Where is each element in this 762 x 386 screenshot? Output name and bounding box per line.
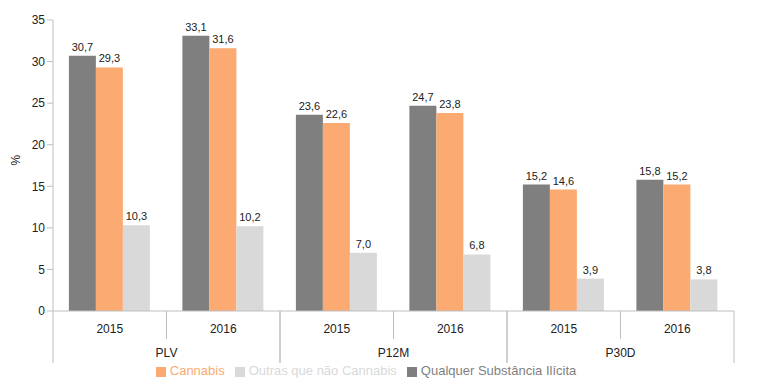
svg-text:%: % (9, 155, 23, 166)
svg-text:15,2: 15,2 (666, 170, 687, 182)
svg-text:2015: 2015 (96, 322, 123, 336)
svg-text:22,6: 22,6 (326, 108, 347, 120)
html-text:Cannabis: Cannabis (169, 363, 225, 378)
html-text:Outras que não Cannabis: Outras que não Cannabis (248, 363, 397, 378)
svg-text:P30D: P30D (605, 346, 635, 360)
svg-text:3,8: 3,8 (696, 264, 711, 276)
svg-text:15,2: 15,2 (526, 170, 547, 182)
svg-text:33,1: 33,1 (185, 21, 206, 33)
svg-text:31,6: 31,6 (212, 33, 233, 45)
svg-text:30,7: 30,7 (72, 41, 93, 53)
svg-text:10,2: 10,2 (239, 211, 260, 223)
svg-text:2015: 2015 (550, 322, 577, 336)
svg-text:2015: 2015 (323, 322, 350, 336)
svg-text:24,7: 24,7 (412, 91, 433, 103)
svg-text:2016: 2016 (210, 322, 237, 336)
svg-text:6,8: 6,8 (469, 239, 484, 251)
html-text:Qualquer Substância Ilícita: Qualquer Substância Ilícita (420, 363, 577, 378)
svg-text:23,8: 23,8 (439, 98, 460, 110)
svg-text:0: 0 (38, 304, 45, 318)
svg-text:20: 20 (32, 138, 46, 152)
svg-text:30: 30 (32, 55, 46, 69)
svg-text:25: 25 (32, 96, 46, 110)
svg-text:PLV: PLV (156, 346, 178, 360)
svg-text:2016: 2016 (664, 322, 691, 336)
svg-text:15: 15 (32, 180, 46, 194)
svg-text:7,0: 7,0 (356, 238, 371, 250)
svg-text:3,9: 3,9 (583, 264, 598, 276)
svg-text:35: 35 (32, 13, 46, 27)
svg-text:10: 10 (32, 221, 46, 235)
svg-text:5: 5 (38, 263, 45, 277)
svg-text:2016: 2016 (437, 322, 464, 336)
svg-text:23,6: 23,6 (299, 100, 320, 112)
svg-text:10,3: 10,3 (126, 210, 147, 222)
svg-text:P12M: P12M (378, 346, 409, 360)
svg-text:29,3: 29,3 (99, 52, 120, 64)
svg-text:14,6: 14,6 (553, 175, 574, 187)
svg-text:15,8: 15,8 (639, 165, 660, 177)
